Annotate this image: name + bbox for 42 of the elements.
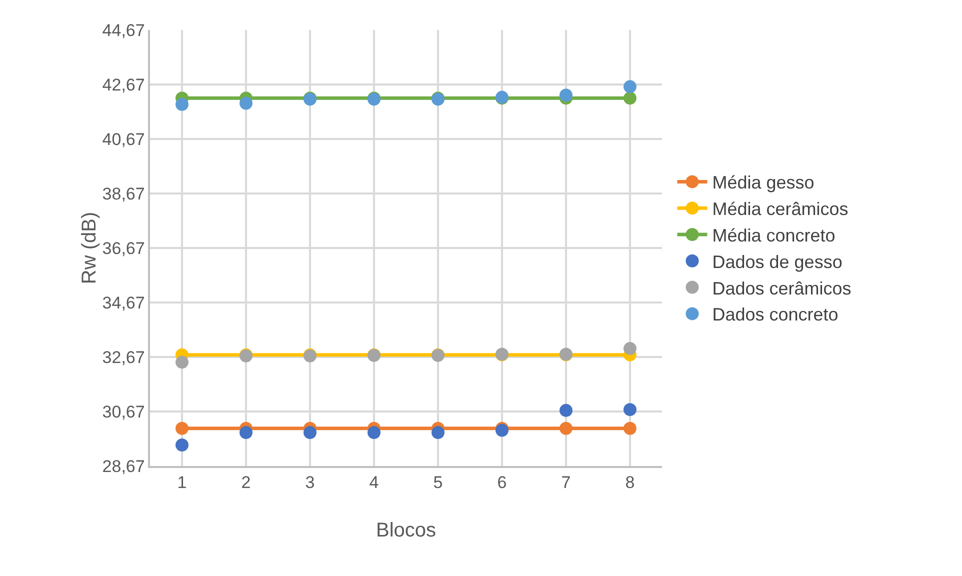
x-tick-label: 2 [241,473,251,492]
legend-label: Dados de gesso [712,252,842,272]
y-tick-label: 42,67 [102,75,145,94]
x-tick-label: 6 [497,473,507,492]
y-tick-label: 32,67 [102,348,145,367]
x-tick-label: 8 [625,473,635,492]
y-tick-label: 36,67 [102,238,145,258]
point [560,422,572,435]
point [176,422,188,435]
point [560,404,572,417]
y-tick-label: 28,67 [102,456,145,476]
legend-label: Dados cerâmicos [712,278,852,298]
y-tick-label: 44,67 [102,20,145,40]
legend-label: Média concreto [712,226,836,246]
y-tick-label: 30,67 [102,402,145,422]
x-tick-label: 7 [561,473,571,492]
legend-label: Média cerâmicos [712,199,848,220]
legend-label: Dados concreto [712,304,838,325]
point [176,356,188,369]
point [624,92,636,105]
x-tick-label: 1 [177,473,187,492]
legend-label: Média gesso [712,172,814,193]
point [240,426,252,439]
point [624,342,636,356]
y-axis-title: Rw (dB) [78,212,100,284]
point [176,98,188,111]
point [304,426,316,439]
x-tick-label: 3 [305,473,315,492]
point [240,96,252,110]
point [432,426,444,439]
point [624,403,636,416]
x-axis-title: Blocos [376,520,436,542]
point [560,88,572,102]
point [368,426,380,439]
point [176,438,188,452]
y-tick-label: 40,67 [102,130,145,149]
y-tick-label: 34,67 [102,293,145,312]
x-tick-label: 5 [433,473,443,492]
y-tick-label: 38,67 [102,184,145,204]
point [624,80,636,94]
x-tick-label: 4 [369,473,379,492]
point [624,422,636,435]
